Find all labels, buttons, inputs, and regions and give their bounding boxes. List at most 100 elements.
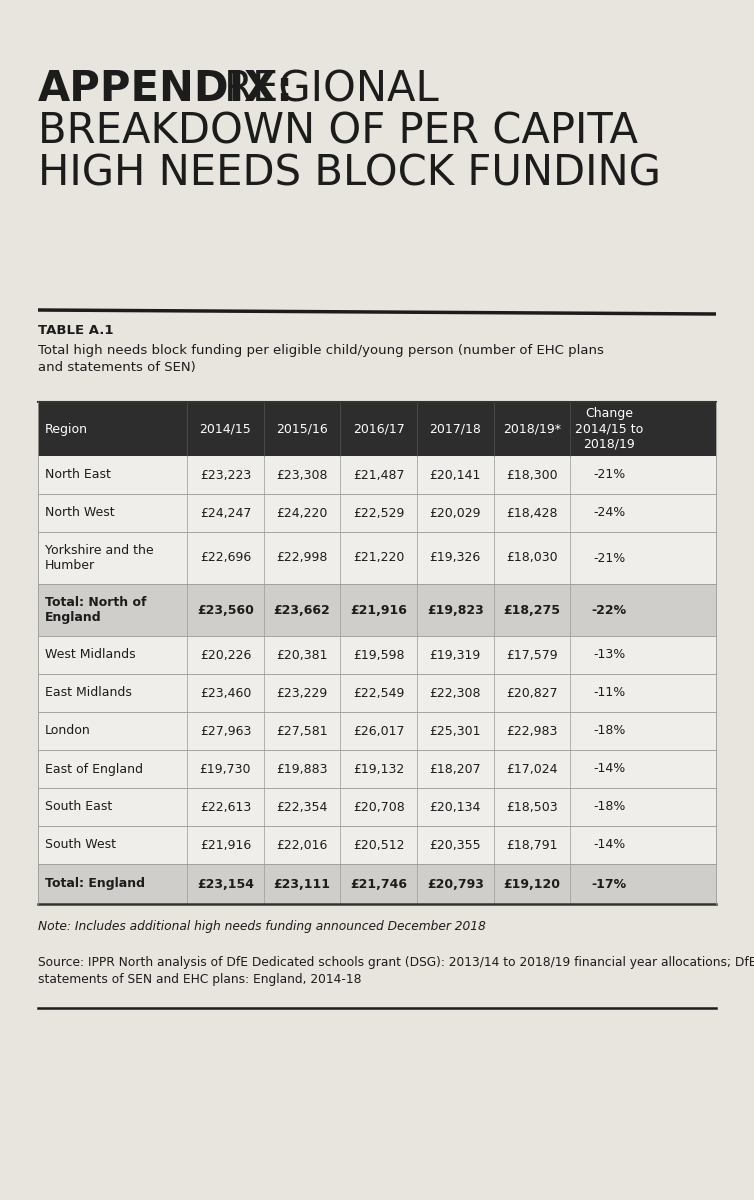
Text: £21,916: £21,916 <box>351 604 407 617</box>
Text: £19,326: £19,326 <box>430 552 481 564</box>
Text: North East: North East <box>45 468 111 481</box>
Bar <box>38 864 716 904</box>
Text: £23,154: £23,154 <box>197 877 254 890</box>
Text: £22,998: £22,998 <box>277 552 328 564</box>
Text: £17,579: £17,579 <box>506 648 558 661</box>
Text: 2015/16: 2015/16 <box>276 422 328 436</box>
Text: £22,308: £22,308 <box>430 686 481 700</box>
Text: £20,381: £20,381 <box>276 648 328 661</box>
Text: £23,662: £23,662 <box>274 604 330 617</box>
Text: £20,355: £20,355 <box>430 839 481 852</box>
Bar <box>38 494 716 532</box>
Text: £27,963: £27,963 <box>200 725 251 738</box>
Text: £22,983: £22,983 <box>506 725 558 738</box>
Text: -17%: -17% <box>592 877 627 890</box>
Text: South East: South East <box>45 800 112 814</box>
Text: £17,024: £17,024 <box>506 762 558 775</box>
Text: London: London <box>45 725 90 738</box>
Text: £20,512: £20,512 <box>353 839 404 852</box>
Text: -18%: -18% <box>593 800 625 814</box>
Bar <box>38 584 716 636</box>
Text: £22,354: £22,354 <box>277 800 328 814</box>
Text: £26,017: £26,017 <box>353 725 404 738</box>
Text: £22,529: £22,529 <box>353 506 404 520</box>
Text: BREAKDOWN OF PER CAPITA: BREAKDOWN OF PER CAPITA <box>38 110 638 152</box>
Text: £19,730: £19,730 <box>200 762 251 775</box>
Text: £21,916: £21,916 <box>200 839 251 852</box>
Bar <box>38 456 716 494</box>
Text: 2017/18: 2017/18 <box>429 422 481 436</box>
Text: -14%: -14% <box>593 762 625 775</box>
Text: £22,613: £22,613 <box>200 800 251 814</box>
Text: £20,793: £20,793 <box>427 877 484 890</box>
Text: £27,581: £27,581 <box>276 725 328 738</box>
Text: £19,598: £19,598 <box>353 648 404 661</box>
Text: 2016/17: 2016/17 <box>353 422 405 436</box>
Text: £18,503: £18,503 <box>506 800 558 814</box>
Text: £22,016: £22,016 <box>277 839 328 852</box>
Text: 2018/19*: 2018/19* <box>503 422 561 436</box>
Text: £20,708: £20,708 <box>353 800 405 814</box>
Bar <box>38 532 716 584</box>
Text: £23,111: £23,111 <box>274 877 330 890</box>
Text: APPENDIX:: APPENDIX: <box>38 68 294 110</box>
Bar <box>38 788 716 826</box>
Text: £25,301: £25,301 <box>430 725 481 738</box>
Text: £18,275: £18,275 <box>504 604 560 617</box>
Text: £20,134: £20,134 <box>430 800 481 814</box>
Text: Total: England: Total: England <box>45 877 145 890</box>
Text: £18,428: £18,428 <box>506 506 558 520</box>
Text: £21,220: £21,220 <box>353 552 404 564</box>
Text: £19,883: £19,883 <box>276 762 328 775</box>
Bar <box>38 750 716 788</box>
Text: £20,827: £20,827 <box>506 686 558 700</box>
Text: Change
2014/15 to
2018/19: Change 2014/15 to 2018/19 <box>575 408 643 450</box>
Text: South West: South West <box>45 839 116 852</box>
Text: £24,220: £24,220 <box>277 506 328 520</box>
Text: East of England: East of England <box>45 762 143 775</box>
Text: £20,141: £20,141 <box>430 468 481 481</box>
Text: £19,120: £19,120 <box>504 877 560 890</box>
Bar <box>38 402 716 456</box>
Bar <box>38 712 716 750</box>
Text: £20,226: £20,226 <box>200 648 251 661</box>
Text: £18,791: £18,791 <box>506 839 558 852</box>
Text: £19,132: £19,132 <box>353 762 404 775</box>
Text: £21,746: £21,746 <box>350 877 407 890</box>
Text: £21,487: £21,487 <box>353 468 404 481</box>
Text: £23,308: £23,308 <box>276 468 328 481</box>
Text: West Midlands: West Midlands <box>45 648 136 661</box>
Text: HIGH NEEDS BLOCK FUNDING: HIGH NEEDS BLOCK FUNDING <box>38 152 661 194</box>
Text: £18,300: £18,300 <box>506 468 558 481</box>
Text: £18,207: £18,207 <box>430 762 481 775</box>
Text: Yorkshire and the
Humber: Yorkshire and the Humber <box>45 544 154 572</box>
Bar <box>38 674 716 712</box>
Text: East Midlands: East Midlands <box>45 686 132 700</box>
Text: £24,247: £24,247 <box>200 506 251 520</box>
Text: -18%: -18% <box>593 725 625 738</box>
Text: £22,549: £22,549 <box>353 686 404 700</box>
Text: Source: IPPR North analysis of DfE Dedicated schools grant (DSG): 2013/14 to 201: Source: IPPR North analysis of DfE Dedic… <box>38 956 754 986</box>
Text: Total high needs block funding per eligible child/young person (number of EHC pl: Total high needs block funding per eligi… <box>38 344 604 374</box>
Text: £23,460: £23,460 <box>200 686 251 700</box>
Text: £23,223: £23,223 <box>200 468 251 481</box>
Text: -11%: -11% <box>593 686 625 700</box>
Text: -21%: -21% <box>593 468 625 481</box>
Text: -24%: -24% <box>593 506 625 520</box>
Text: £23,560: £23,560 <box>197 604 254 617</box>
Text: £23,229: £23,229 <box>277 686 328 700</box>
Text: -14%: -14% <box>593 839 625 852</box>
Text: £20,029: £20,029 <box>430 506 481 520</box>
Text: -21%: -21% <box>593 552 625 564</box>
Bar <box>38 826 716 864</box>
Text: REGIONAL: REGIONAL <box>224 68 440 110</box>
Text: TABLE A.1: TABLE A.1 <box>38 324 114 337</box>
Bar <box>38 636 716 674</box>
Text: -22%: -22% <box>592 604 627 617</box>
Text: North West: North West <box>45 506 115 520</box>
Text: £18,030: £18,030 <box>506 552 558 564</box>
Text: £22,696: £22,696 <box>200 552 251 564</box>
Text: 2014/15: 2014/15 <box>200 422 251 436</box>
Text: £19,823: £19,823 <box>427 604 483 617</box>
Text: £19,319: £19,319 <box>430 648 481 661</box>
